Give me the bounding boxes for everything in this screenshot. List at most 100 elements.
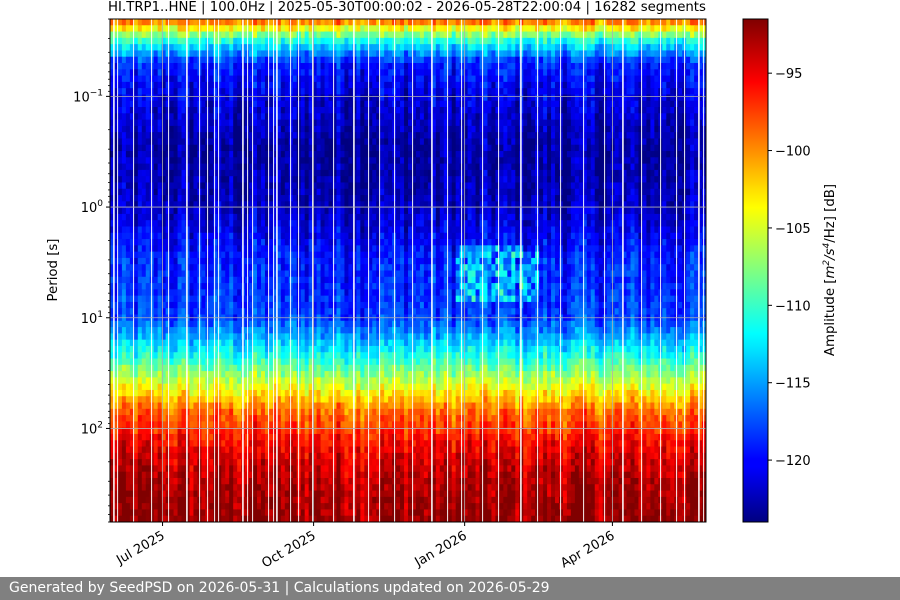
spectrogram-cell [439, 19, 445, 26]
spectrogram-cell [622, 201, 628, 209]
spectrogram-cell [145, 94, 151, 102]
spectrogram-cell [427, 44, 433, 52]
spectrogram-cell [582, 188, 588, 196]
spectrogram-cell [141, 201, 147, 209]
spectrogram-cell [229, 144, 234, 152]
spectrogram-cell [547, 182, 552, 190]
spectrogram-cell [280, 169, 286, 177]
spectrogram-cell [117, 182, 123, 190]
spectrogram-cell [388, 107, 393, 114]
spectrogram-cell [578, 69, 584, 77]
spectrogram-cell [237, 201, 242, 209]
spectrogram-cell [189, 119, 195, 127]
spectrogram-cell [201, 37, 206, 45]
spectrogram-cell [543, 75, 548, 83]
spectrogram-cell [380, 207, 385, 215]
spectrogram-cell [340, 81, 346, 89]
spectrogram-cell [348, 100, 353, 108]
spectrogram-cell [475, 213, 481, 221]
spectrogram-cell [153, 176, 159, 184]
spectrogram-cell [694, 81, 699, 89]
spectrogram-cell [356, 182, 361, 190]
spectrogram-cell [316, 19, 322, 26]
spectrogram-cell [443, 119, 449, 127]
spectrogram-cell [507, 107, 512, 114]
spectrogram-cell [324, 44, 330, 52]
spectrogram-cell [515, 176, 520, 184]
spectrogram-cell [209, 163, 214, 171]
spectrogram-cell [634, 31, 640, 39]
spectrogram-cell [590, 182, 596, 190]
spectrogram-cell [574, 75, 580, 83]
spectrogram-cell [268, 169, 274, 177]
spectrogram-cell [404, 151, 409, 158]
spectrogram-cell [507, 44, 512, 52]
spectrogram-cell [467, 188, 473, 196]
spectrogram-cell [324, 25, 330, 33]
spectrogram-cell [483, 220, 489, 228]
spectrogram-cell [515, 88, 520, 96]
spectrogram-cell [539, 220, 544, 228]
spectrogram-cell [113, 113, 119, 121]
spectrogram-cell [400, 94, 405, 102]
spectrogram-cell [193, 226, 199, 234]
spectrogram-cell [253, 176, 258, 184]
spectrogram-cell [173, 163, 179, 171]
spectrogram-cell [292, 31, 298, 39]
spectrogram-cell [213, 56, 218, 64]
spectrogram-cell [662, 37, 667, 45]
spectrogram-cell [237, 132, 242, 140]
spectrogram-cell [491, 75, 497, 83]
spectrogram-cell [499, 56, 504, 64]
spectrogram-cell [555, 195, 560, 202]
spectrogram-cell [451, 19, 457, 26]
spectrogram-cell [626, 188, 632, 196]
spectrogram-cell [169, 188, 175, 196]
spectrogram-cell [507, 88, 512, 96]
spectrogram-cell [348, 207, 353, 215]
spectrogram-cell [292, 151, 298, 158]
spectrogram-cell [165, 176, 171, 184]
spectrogram-cell [570, 157, 576, 165]
spectrogram-cell [404, 31, 409, 39]
spectrogram-cell [678, 195, 683, 202]
spectrogram-cell [451, 100, 457, 108]
spectrogram-cell [384, 56, 389, 64]
spectrogram-cell [511, 157, 516, 165]
spectrogram-cell [316, 169, 322, 177]
spectrogram-cell [356, 213, 361, 221]
spectrogram-cell [117, 176, 123, 184]
spectrogram-cell [642, 75, 647, 83]
spectrogram-cell [129, 132, 135, 140]
spectrogram-cell [260, 176, 266, 184]
spectrogram-cell [547, 169, 552, 177]
spectrogram-cell [300, 19, 306, 26]
spectrogram-cell [431, 157, 437, 165]
spectrogram-cell [427, 138, 433, 146]
spectrogram-cell [380, 138, 385, 146]
spectrogram-cell [264, 176, 270, 184]
spectrogram-cell [467, 207, 473, 215]
spectrogram-cell [372, 113, 377, 121]
spectrogram-cell [217, 169, 222, 177]
spectrogram-cell [125, 81, 131, 89]
spectrogram-cell [471, 88, 477, 96]
spectrogram-cell [507, 69, 512, 77]
spectrogram-cell [694, 25, 699, 33]
spectrogram-cell [157, 113, 163, 121]
spectrogram-cell [348, 19, 353, 26]
spectrogram-cell [316, 207, 322, 215]
spectrogram-cell [320, 81, 326, 89]
spectrogram-cell [304, 81, 310, 89]
spectrogram-cell [364, 88, 369, 96]
spectrogram-cell [634, 44, 640, 52]
spectrogram-cell [606, 63, 612, 70]
spectrogram-cell [181, 119, 187, 127]
spectrogram-cell [141, 44, 147, 52]
spectrogram-cell [181, 213, 187, 221]
spectrogram-cell [666, 157, 671, 165]
spectrogram-cell [137, 132, 143, 140]
spectrogram-cell [173, 157, 179, 165]
spectrogram-cell [431, 132, 437, 140]
spectrogram-cell [304, 44, 310, 52]
